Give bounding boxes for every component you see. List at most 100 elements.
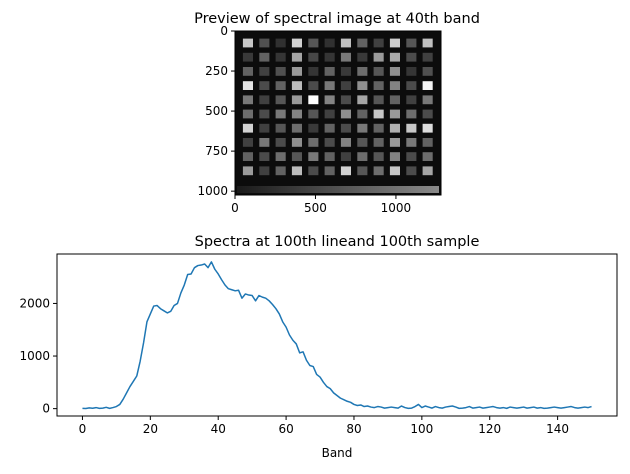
image-patch	[340, 123, 351, 133]
image-patch	[406, 81, 417, 90]
image-patch	[308, 123, 319, 133]
image-patch	[357, 166, 368, 176]
spectrum-y-tick-label: 2000	[19, 296, 50, 310]
image-patch	[259, 152, 270, 161]
image-patch	[324, 109, 335, 119]
image-patch	[308, 152, 319, 161]
image-x-axis: 0 500 1000	[231, 195, 411, 215]
image-patch	[340, 95, 351, 105]
spectrum-x-tick-label: 140	[546, 422, 569, 436]
image-patch	[422, 123, 433, 133]
spectrum-panel: Spectra at 100th lineand 100th sample 0 2…	[19, 234, 618, 460]
image-patch	[324, 95, 335, 105]
image-patch	[357, 109, 368, 119]
image-patch	[259, 123, 270, 133]
image-patch	[422, 67, 433, 76]
image-patch	[259, 38, 270, 48]
image-patch	[340, 67, 351, 76]
image-patch	[340, 138, 351, 147]
image-y-tick-label: 750	[205, 144, 228, 158]
image-patch	[373, 52, 384, 62]
spectrum-x-tick-label: 80	[346, 422, 361, 436]
image-patch	[357, 38, 368, 48]
image-title: Preview of spectral image at 40th band	[194, 11, 480, 27]
image-patch	[291, 166, 302, 176]
image-patch	[242, 67, 253, 76]
image-y-tick-label: 1000	[197, 184, 228, 198]
image-patch	[242, 38, 253, 48]
image-patch	[308, 166, 319, 176]
image-patch	[242, 152, 253, 161]
image-patch	[422, 109, 433, 119]
image-patch	[340, 152, 351, 161]
image-patch	[242, 138, 253, 147]
image-patch	[308, 38, 319, 48]
image-patch	[406, 52, 417, 62]
image-patch	[242, 95, 253, 105]
image-patch	[275, 38, 286, 48]
spectrum-title: Spectra at 100th lineand 100th sample	[195, 234, 480, 250]
image-patch	[389, 138, 400, 147]
image-patch	[389, 123, 400, 133]
spectrum-x-tick-label: 60	[278, 422, 293, 436]
spectrum-frame	[56, 253, 618, 417]
image-patch	[357, 152, 368, 161]
image-patch	[357, 52, 368, 62]
image-patch	[308, 109, 319, 119]
image-patch	[259, 138, 270, 147]
image-patch	[324, 52, 335, 62]
image-patch	[406, 152, 417, 161]
image-patch	[324, 166, 335, 176]
image-patch	[389, 109, 400, 119]
image-patch	[357, 95, 368, 105]
image-y-tick-label: 500	[205, 104, 228, 118]
image-patch	[422, 152, 433, 161]
image-patch	[259, 52, 270, 62]
image-frame	[234, 30, 442, 196]
image-y-tick-label: 0	[220, 24, 228, 38]
image-patch	[291, 138, 302, 147]
image-patch	[357, 138, 368, 147]
spectrum-x-axis: 0 20 40 60 80 100 120 140	[79, 416, 569, 436]
spectrum-y-axis: 0 1000 2000	[19, 296, 57, 416]
image-patch	[291, 38, 302, 48]
image-patch	[340, 52, 351, 62]
image-patch	[291, 152, 302, 161]
image-patch	[291, 123, 302, 133]
image-patch	[275, 166, 286, 176]
spectrum-x-tick-label: 0	[79, 422, 87, 436]
image-patch	[324, 138, 335, 147]
image-patch	[406, 67, 417, 76]
image-patch	[324, 38, 335, 48]
image-patch	[242, 166, 253, 176]
image-patch	[406, 166, 417, 176]
image-patch	[308, 81, 319, 90]
image-patch	[308, 52, 319, 62]
image-patch	[275, 95, 286, 105]
image-patch	[389, 67, 400, 76]
image-patch	[357, 81, 368, 90]
image-patch	[422, 38, 433, 48]
image-patch	[373, 152, 384, 161]
image-patch	[324, 123, 335, 133]
image-patch	[324, 67, 335, 76]
image-patch	[373, 109, 384, 119]
image-patch	[340, 38, 351, 48]
spectrum-x-tick-label: 20	[143, 422, 158, 436]
image-patch	[406, 109, 417, 119]
image-patch	[275, 123, 286, 133]
image-patch	[275, 109, 286, 119]
spectrum-series	[82, 261, 592, 410]
image-patch	[389, 166, 400, 176]
image-patch	[357, 67, 368, 76]
image-patch	[422, 81, 433, 90]
image-patch	[373, 138, 384, 147]
image-patch	[308, 95, 319, 105]
image-patch	[357, 123, 368, 133]
image-patch	[324, 152, 335, 161]
image-patch	[291, 67, 302, 76]
spectrum-x-tick-label: 100	[410, 422, 433, 436]
image-patch	[373, 123, 384, 133]
image-patch	[406, 138, 417, 147]
